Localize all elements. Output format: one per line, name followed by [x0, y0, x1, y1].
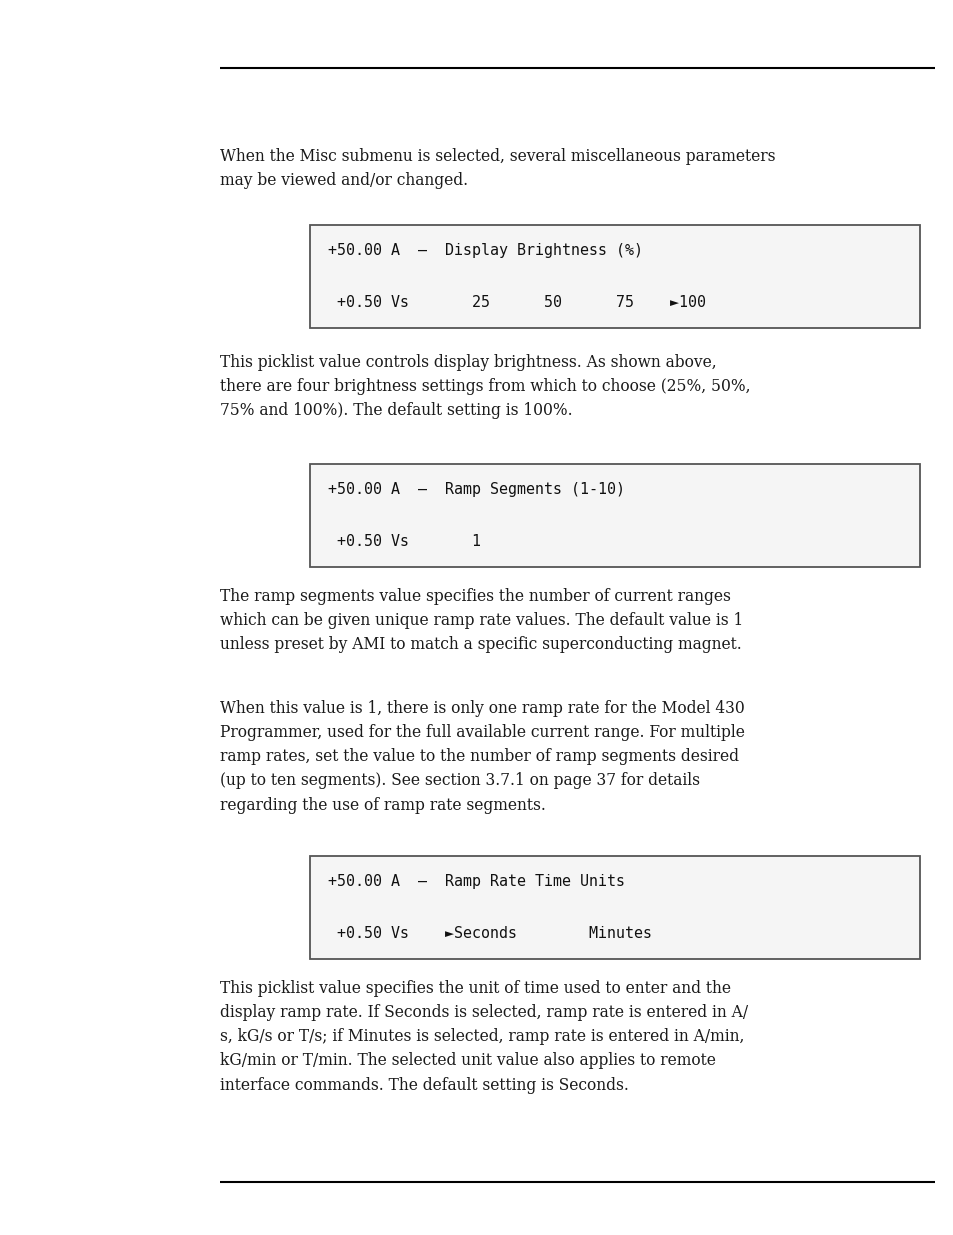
Text: This picklist value controls display brightness. As shown above,
there are four : This picklist value controls display bri… — [220, 354, 750, 420]
Text: This picklist value specifies the unit of time used to enter and the
display ram: This picklist value specifies the unit o… — [220, 981, 747, 1094]
Text: When the Misc submenu is selected, several miscellaneous parameters
may be viewe: When the Misc submenu is selected, sever… — [220, 148, 775, 189]
Text: +50.00 A  –  Ramp Segments (1-10): +50.00 A – Ramp Segments (1-10) — [328, 482, 624, 496]
FancyBboxPatch shape — [310, 225, 919, 329]
FancyBboxPatch shape — [310, 856, 919, 960]
Text: +0.50 Vs    ►Seconds        Minutes: +0.50 Vs ►Seconds Minutes — [328, 926, 651, 941]
Text: +0.50 Vs       25      50      75    ►100: +0.50 Vs 25 50 75 ►100 — [328, 295, 705, 310]
Text: When this value is 1, there is only one ramp rate for the Model 430
Programmer, : When this value is 1, there is only one … — [220, 700, 744, 814]
Text: +50.00 A  –  Ramp Rate Time Units: +50.00 A – Ramp Rate Time Units — [328, 874, 624, 889]
FancyBboxPatch shape — [310, 464, 919, 567]
Text: +50.00 A  –  Display Brightness (%): +50.00 A – Display Brightness (%) — [328, 243, 642, 258]
Text: +0.50 Vs       1: +0.50 Vs 1 — [328, 534, 480, 550]
Text: The ramp segments value specifies the number of current ranges
which can be give: The ramp segments value specifies the nu… — [220, 588, 742, 653]
